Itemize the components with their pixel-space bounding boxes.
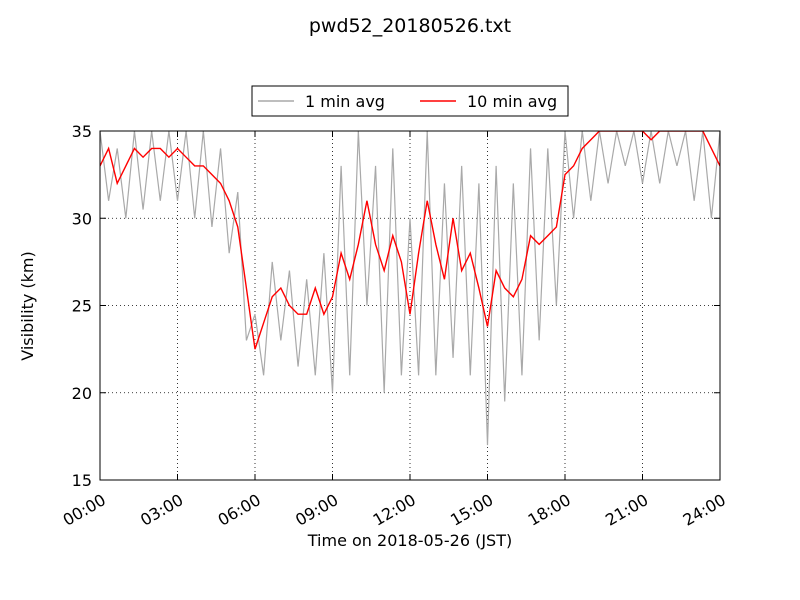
x-tick-label: 00:00: [60, 490, 109, 530]
x-tick-label: 12:00: [370, 490, 419, 530]
y-axis-label: Visibility (km): [18, 251, 37, 360]
plot-frame: [99, 130, 721, 481]
x-tick-label: 03:00: [137, 490, 186, 530]
x-tick-label: 06:00: [215, 490, 264, 530]
legend-label: 1 min avg: [305, 92, 385, 111]
y-tick-label: 25: [72, 297, 92, 316]
y-tick-label: 20: [72, 384, 92, 403]
y-tick-label: 30: [72, 209, 92, 228]
legend-label: 10 min avg: [467, 92, 557, 111]
y-tick-label: 15: [72, 471, 92, 490]
data-line: [100, 131, 720, 446]
chart-title: pwd52_20180526.txt: [309, 15, 511, 37]
x-tick-label: 15:00: [447, 490, 496, 530]
x-tick-label: 24:00: [680, 490, 729, 530]
x-tick-label: 09:00: [292, 490, 341, 530]
x-axis-label: Time on 2018-05-26 (JST): [307, 531, 512, 550]
x-tick-label: 21:00: [602, 490, 651, 530]
x-tick-label: 18:00: [525, 490, 574, 530]
data-line: [100, 131, 720, 350]
y-tick-label: 35: [72, 122, 92, 141]
legend-box: [251, 85, 569, 117]
